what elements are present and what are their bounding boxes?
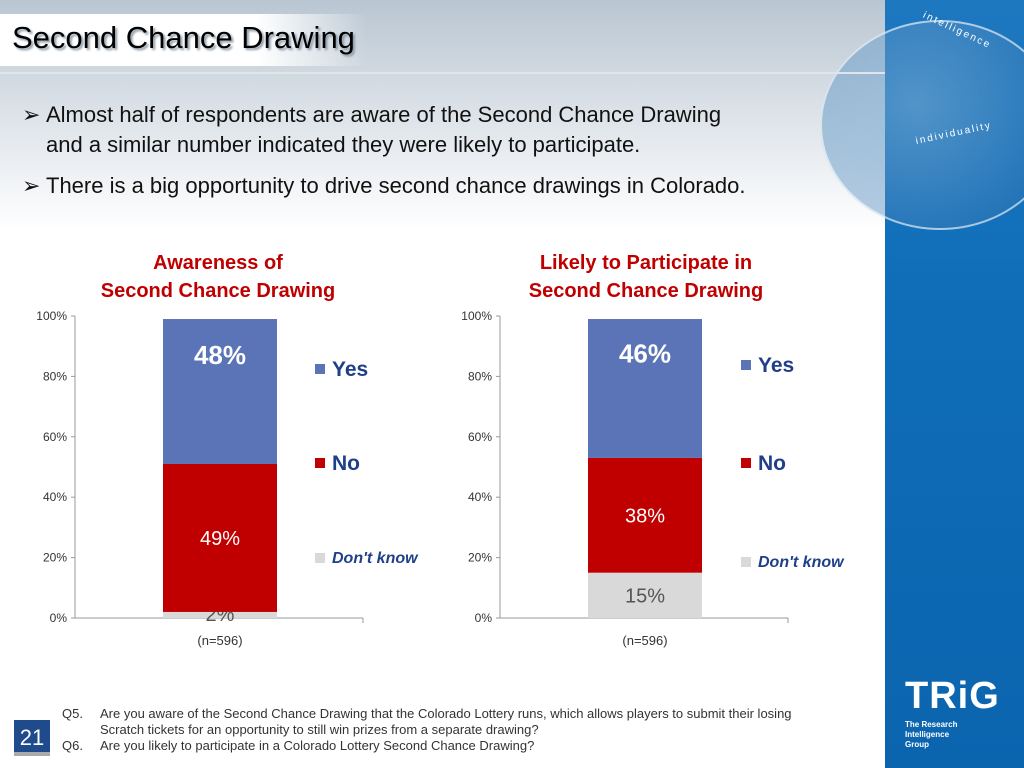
page-title: Second Chance Drawing bbox=[0, 14, 367, 66]
y-tick-label: 100% bbox=[36, 309, 67, 323]
y-tick-label: 40% bbox=[468, 490, 492, 504]
y-tick-label: 0% bbox=[50, 611, 68, 625]
divider bbox=[0, 72, 885, 74]
bar-don-t-know bbox=[163, 611, 277, 618]
legend-label: Yes bbox=[332, 358, 368, 381]
y-tick-label: 100% bbox=[461, 309, 492, 323]
bar-no bbox=[163, 463, 277, 612]
bar-no bbox=[588, 457, 702, 573]
legend-label: Don't know bbox=[332, 550, 419, 567]
y-tick-label: 80% bbox=[43, 369, 67, 383]
logo: TRiG The Research Intelligence Group bbox=[905, 675, 1000, 749]
footnote-q6: Q6. Are you likely to participate in a Co… bbox=[62, 738, 535, 753]
y-tick-label: 20% bbox=[468, 551, 492, 565]
bar-don-t-know bbox=[588, 572, 702, 618]
bullet-2: ➢ There is a big opportunity to drive sec… bbox=[22, 171, 746, 201]
footnote-q5: Q5. Are you aware of the Second Chance Dr… bbox=[62, 706, 792, 737]
legend-swatch bbox=[315, 364, 325, 374]
data-label: 46% bbox=[619, 338, 671, 368]
bar-yes bbox=[163, 319, 277, 464]
data-label: 15% bbox=[625, 585, 665, 607]
legend-swatch bbox=[315, 553, 325, 563]
page-number: 21 bbox=[14, 720, 50, 756]
y-tick-label: 60% bbox=[43, 430, 67, 444]
legend-swatch bbox=[741, 360, 751, 370]
arrow-right-icon: ➢ bbox=[22, 173, 41, 198]
legend-label: Yes bbox=[758, 354, 794, 377]
chart-title-awareness: Awareness of Second Chance Drawing bbox=[100, 252, 336, 302]
bullet-1: ➢ Almost half of respondents are aware of… bbox=[22, 102, 722, 157]
legend-label: No bbox=[332, 452, 360, 475]
y-tick-label: 80% bbox=[468, 369, 492, 383]
bar-yes bbox=[588, 319, 702, 458]
category-label: (n=596) bbox=[622, 633, 667, 648]
y-tick-label: 60% bbox=[468, 430, 492, 444]
legend-swatch bbox=[741, 557, 751, 567]
y-tick-label: 0% bbox=[475, 611, 493, 625]
data-label: 38% bbox=[625, 505, 665, 527]
category-label: (n=596) bbox=[197, 633, 242, 648]
legend-swatch bbox=[741, 458, 751, 468]
data-label: 49% bbox=[200, 528, 240, 550]
legend-swatch bbox=[315, 458, 325, 468]
globe-image bbox=[820, 20, 1024, 230]
arrow-right-icon: ➢ bbox=[22, 102, 41, 127]
y-tick-label: 40% bbox=[43, 490, 67, 504]
chart-title-likely: Likely to Participate in Second Chance Dr… bbox=[528, 252, 764, 302]
legend-label: No bbox=[758, 452, 786, 475]
data-label: 48% bbox=[194, 340, 246, 370]
legend-label: Don't know bbox=[758, 554, 845, 571]
y-tick-label: 20% bbox=[43, 551, 67, 565]
